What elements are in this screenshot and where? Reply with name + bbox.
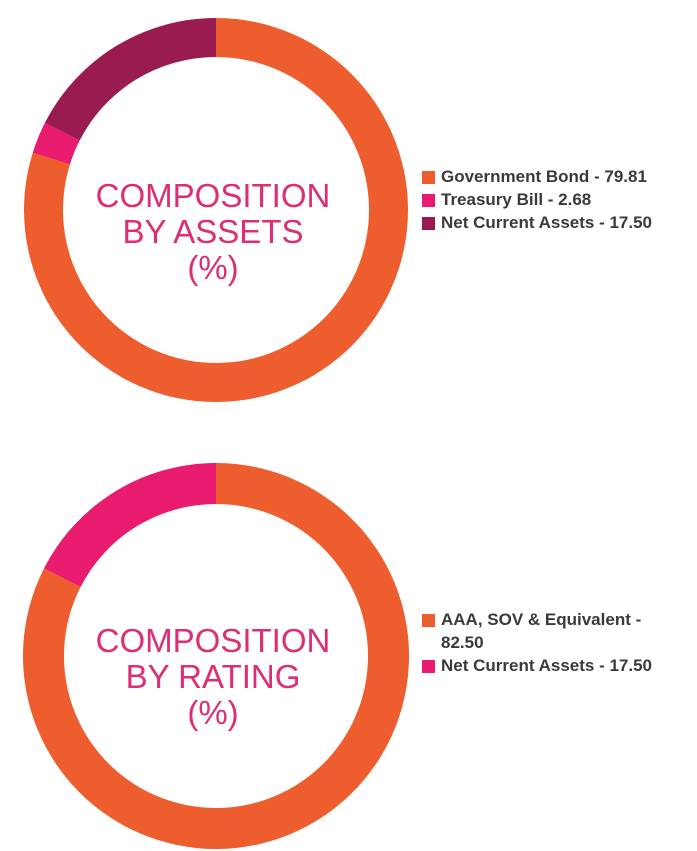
legend-swatch [422,217,435,230]
rating-donut [22,463,409,849]
legend-item-net-current-assets: Net Current Assets - 17.50 [422,654,687,677]
legend-item-treasury-bill: Treasury Bill - 2.68 [422,188,687,211]
donut-center-title: COMPOSITION BY RATING (%) [63,623,363,731]
title-line: COMPOSITION [95,622,331,659]
legend: AAA, SOV & Equivalent - 82.50 Net Curren… [422,608,687,677]
donut-center-title: COMPOSITION BY ASSETS (%) [63,178,363,286]
legend-label: AAA, SOV & Equivalent - 82.50 [441,610,642,652]
composition-by-assets-chart: COMPOSITION BY ASSETS (%) Government Bon… [0,0,697,420]
legend-swatch [422,194,435,207]
legend-item-aaa-sov-equivalent: AAA, SOV & Equivalent - 82.50 [422,608,687,654]
title-line: (%) [187,249,239,286]
legend-label: Net Current Assets - 17.50 [441,656,653,675]
legend-swatch [422,660,435,673]
legend-item-government-bond: Government Bond - 79.81 [422,165,687,188]
title-line: (%) [187,694,239,731]
title-line: COMPOSITION [95,177,331,214]
donut-slice-net-current-assets [44,18,217,141]
legend-item-net-current-assets: Net Current Assets - 17.50 [422,211,687,234]
legend-swatch [422,614,435,627]
title-line: BY RATING [125,658,301,695]
title-line: BY ASSETS [122,213,304,250]
legend-label: Net Current Assets - 17.50 [441,213,653,232]
assets-donut [24,18,408,402]
donut-slice-net-current-assets [44,463,217,587]
legend-label: Government Bond - 79.81 [441,167,647,186]
composition-by-rating-chart: COMPOSITION BY RATING (%) AAA, SOV & Equ… [0,450,697,851]
legend-swatch [422,171,435,184]
legend-label: Treasury Bill - 2.68 [441,190,592,209]
legend: Government Bond - 79.81 Treasury Bill - … [422,165,687,234]
donut-slice-treasury-bill [32,122,80,165]
